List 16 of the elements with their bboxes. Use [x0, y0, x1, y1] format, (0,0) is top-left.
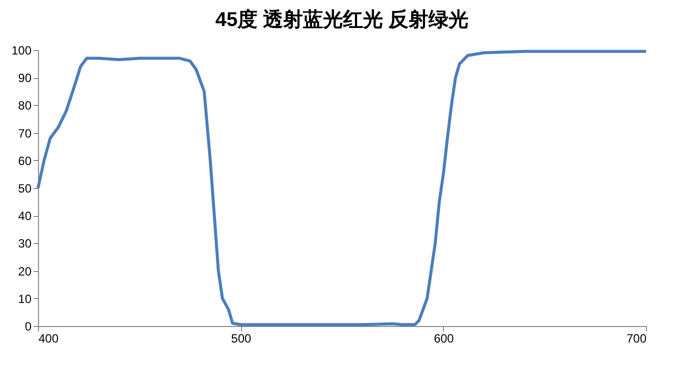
y-tick-label: 0 — [24, 320, 32, 334]
y-tick-label: 100 — [11, 44, 32, 58]
y-tick-label: 20 — [18, 264, 32, 278]
y-tick-label: 80 — [18, 98, 32, 113]
y-tick-label: 70 — [18, 126, 32, 140]
y-tick-label: 40 — [18, 209, 32, 224]
y-tick-label: 90 — [18, 71, 32, 86]
y-tick-label: 60 — [18, 154, 32, 168]
y-tick-label: 30 — [18, 236, 32, 251]
x-tick-label: 700 — [626, 332, 647, 346]
x-tick-label: 400 — [38, 332, 59, 346]
x-tick-label: 500 — [231, 332, 252, 346]
chart-title: 45度 透射蓝光红光 反射绿光 — [215, 8, 469, 31]
y-tick-label: 10 — [18, 292, 32, 306]
y-tick-label: 50 — [18, 182, 32, 196]
x-tick-label: 600 — [434, 332, 454, 346]
